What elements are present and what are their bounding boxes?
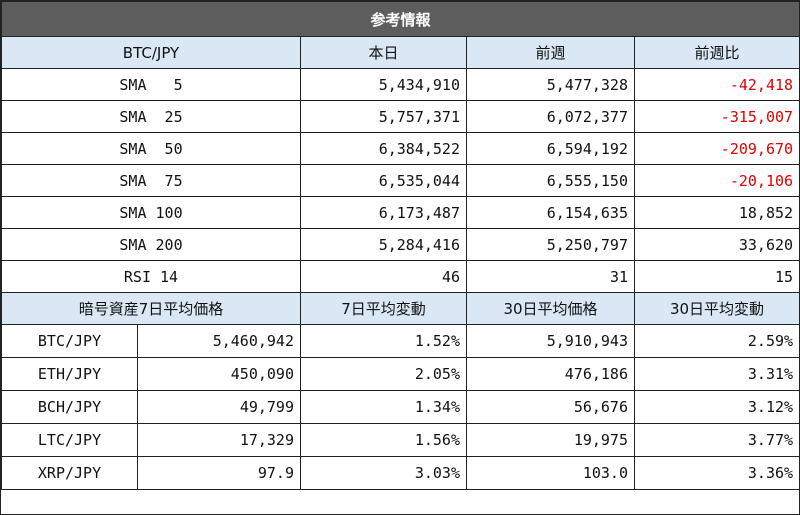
pair-label: XRP/JPY — [1, 456, 138, 490]
avg7-change: 1.52% — [300, 324, 467, 358]
avg30-price: 103.0 — [466, 456, 635, 490]
week-diff-value: 15 — [633, 260, 800, 293]
today-value: 6,535,044 — [300, 164, 467, 197]
pair-label: BCH/JPY — [1, 390, 138, 424]
today-value: 5,434,910 — [300, 68, 467, 101]
avg30-price: 19,975 — [466, 423, 635, 457]
avg30-price: 5,910,943 — [466, 324, 635, 358]
indicator-label: SMA 200 — [1, 228, 301, 261]
table-title: 参考情報 — [0, 1, 800, 37]
indicator-label: RSI 14 — [1, 260, 301, 293]
header-7day-avg-change: 7日平均変動 — [300, 292, 467, 325]
avg-row: ETH/JPY 450,090 2.05% 476,186 3.31% — [1, 357, 800, 391]
avg7-price: 450,090 — [137, 357, 301, 391]
indicator-label: SMA 100 — [1, 196, 301, 229]
today-value: 6,384,522 — [300, 132, 467, 165]
week-diff-value: 33,620 — [633, 228, 800, 261]
last-week-value: 6,154,635 — [466, 196, 635, 229]
week-diff-value: -315,007 — [633, 100, 800, 133]
indicator-label: SMA 50 — [1, 132, 301, 165]
sma-row: SMA 25 5,757,371 6,072,377 -315,007 — [1, 100, 800, 133]
header-last-week: 前週 — [466, 36, 635, 69]
avg30-change: 3.36% — [633, 456, 800, 490]
week-diff-value: -42,418 — [633, 68, 800, 101]
pair-label: LTC/JPY — [1, 423, 138, 457]
today-value: 5,284,416 — [300, 228, 467, 261]
avg30-price: 56,676 — [466, 390, 635, 424]
avg-row: XRP/JPY 97.9 3.03% 103.0 3.36% — [1, 456, 800, 490]
header-7day-avg-price: 暗号資産7日平均価格 — [1, 292, 301, 325]
sma-row: SMA 5 5,434,910 5,477,328 -42,418 — [1, 68, 800, 101]
avg7-price: 17,329 — [137, 423, 301, 457]
last-week-value: 31 — [466, 260, 635, 293]
reference-table: 参考情報 BTC/JPY 本日 前週 前週比 SMA 5 5,434,910 5,4… — [0, 1, 800, 490]
sma-row: SMA 75 6,535,044 6,555,150 -20,106 — [1, 164, 800, 197]
avg7-price: 97.9 — [137, 456, 301, 490]
header-week-diff: 前週比 — [633, 36, 800, 69]
avg7-change: 3.03% — [300, 456, 467, 490]
avg30-change: 3.31% — [633, 357, 800, 391]
last-week-value: 6,555,150 — [466, 164, 635, 197]
pair-label: ETH/JPY — [1, 357, 138, 391]
avg-row: BTC/JPY 5,460,942 1.52% 5,910,943 2.59% — [1, 324, 800, 358]
avg-row: LTC/JPY 17,329 1.56% 19,975 3.77% — [1, 423, 800, 457]
avg30-change: 3.77% — [633, 423, 800, 457]
avg7-price: 5,460,942 — [137, 324, 301, 358]
today-value: 46 — [300, 260, 467, 293]
today-value: 6,173,487 — [300, 196, 467, 229]
avg7-price: 49,799 — [137, 390, 301, 424]
avg-header-row: 暗号資産7日平均価格 7日平均変動 30日平均価格 30日平均変動 — [1, 292, 800, 325]
last-week-value: 6,072,377 — [466, 100, 635, 133]
indicator-label: SMA 75 — [1, 164, 301, 197]
sma-row: SMA 200 5,284,416 5,250,797 33,620 — [1, 228, 800, 261]
week-diff-value: -20,106 — [633, 164, 800, 197]
sma-header-row: BTC/JPY 本日 前週 前週比 — [1, 36, 800, 69]
week-diff-value: 18,852 — [633, 196, 800, 229]
sma-row: SMA 100 6,173,487 6,154,635 18,852 — [1, 196, 800, 229]
header-pair: BTC/JPY — [1, 36, 301, 69]
last-week-value: 5,477,328 — [466, 68, 635, 101]
header-30day-avg-change: 30日平均変動 — [633, 292, 800, 325]
header-30day-avg-price: 30日平均価格 — [466, 292, 635, 325]
indicator-label: SMA 5 — [1, 68, 301, 101]
last-week-value: 5,250,797 — [466, 228, 635, 261]
avg30-change: 2.59% — [633, 324, 800, 358]
sma-row: SMA 50 6,384,522 6,594,192 -209,670 — [1, 132, 800, 165]
avg7-change: 1.56% — [300, 423, 467, 457]
last-week-value: 6,594,192 — [466, 132, 635, 165]
avg30-price: 476,186 — [466, 357, 635, 391]
avg-row: BCH/JPY 49,799 1.34% 56,676 3.12% — [1, 390, 800, 424]
avg7-change: 2.05% — [300, 357, 467, 391]
avg7-change: 1.34% — [300, 390, 467, 424]
pair-label: BTC/JPY — [1, 324, 138, 358]
title-row: 参考情報 — [0, 1, 800, 37]
indicator-label: SMA 25 — [1, 100, 301, 133]
sma-row: RSI 14 46 31 15 — [1, 260, 800, 293]
today-value: 5,757,371 — [300, 100, 467, 133]
week-diff-value: -209,670 — [633, 132, 800, 165]
header-today: 本日 — [300, 36, 467, 69]
avg30-change: 3.12% — [633, 390, 800, 424]
